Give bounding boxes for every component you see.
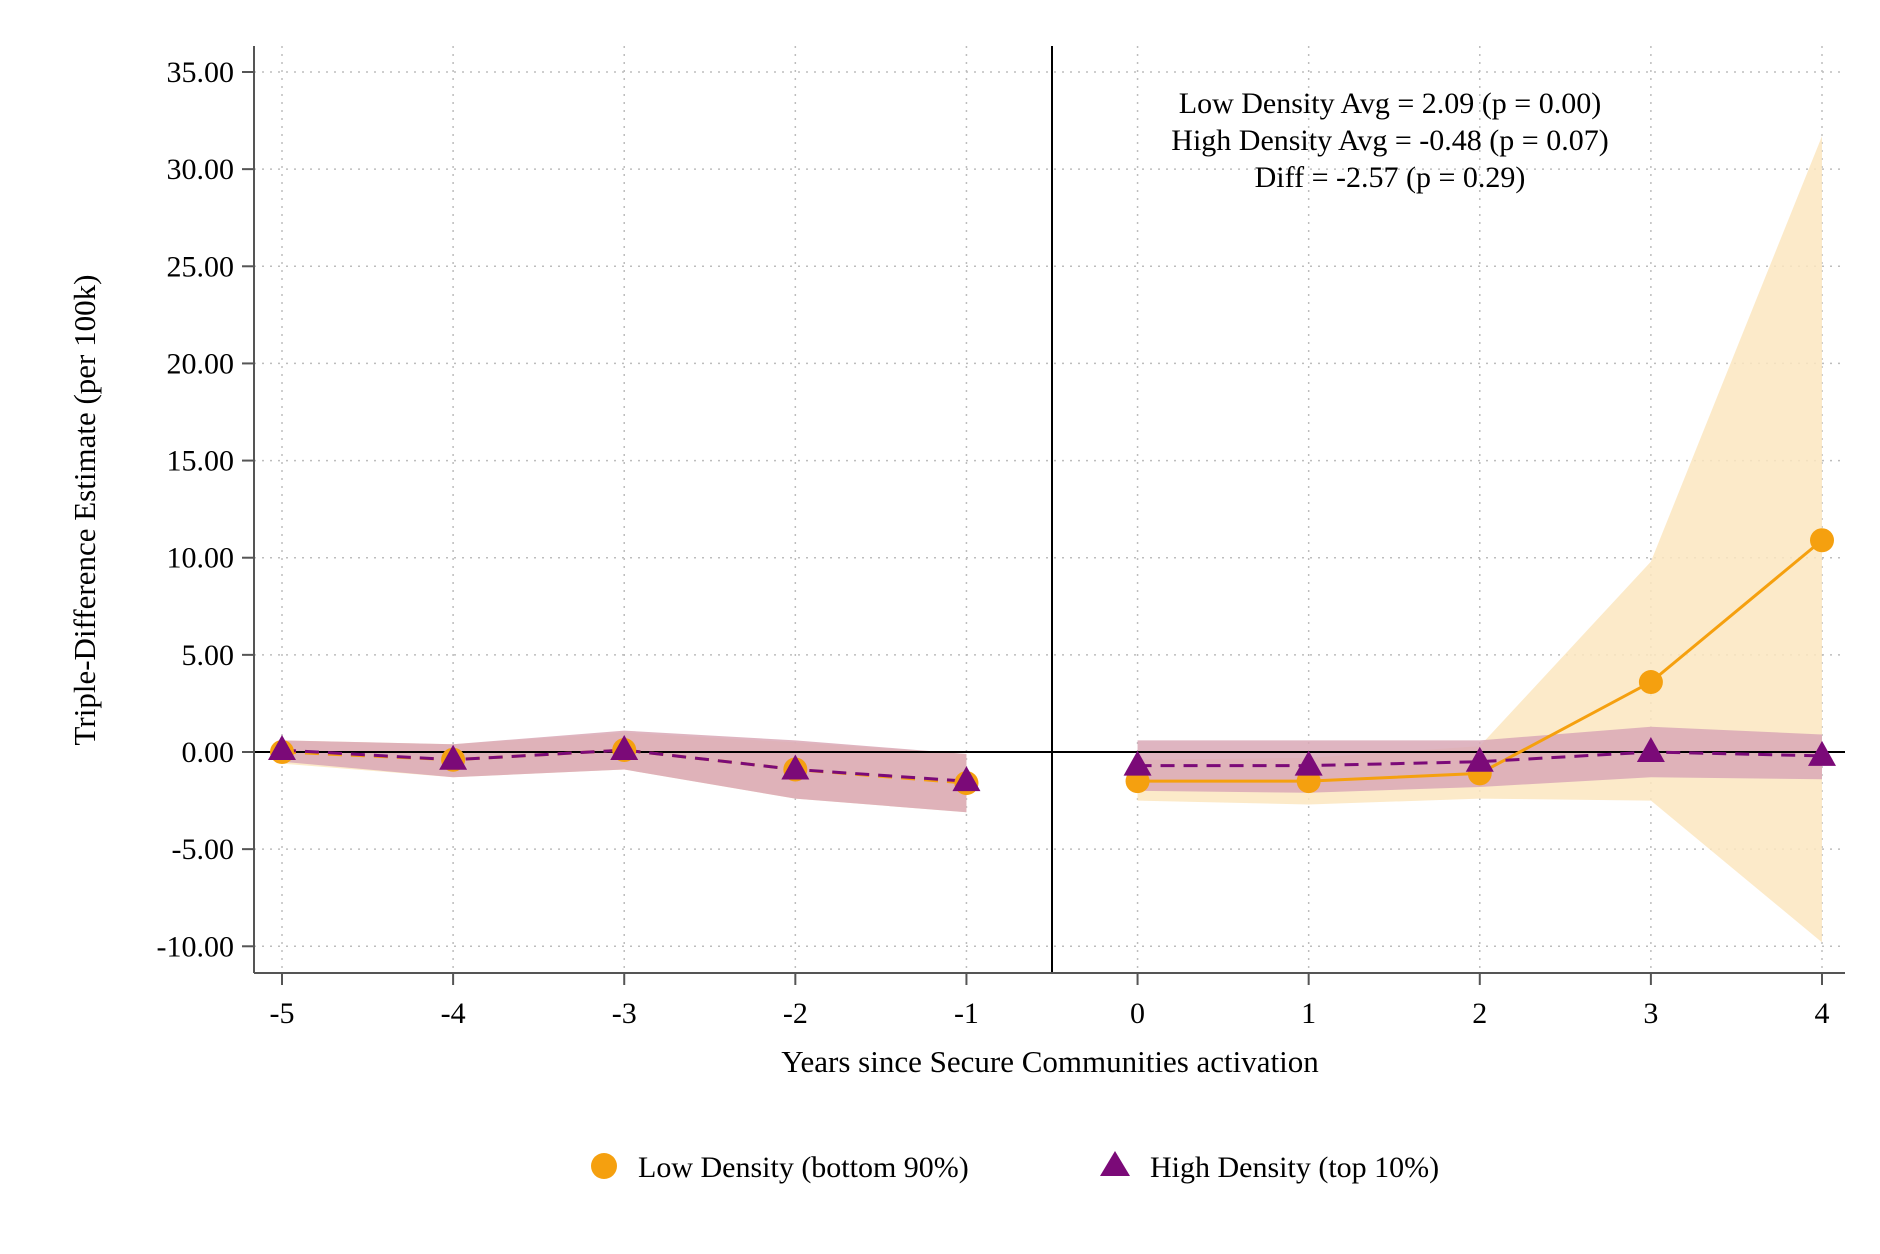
high-density-point xyxy=(1123,750,1152,776)
y-tick-label: -5.00 xyxy=(172,833,235,866)
y-tick-label: 35.00 xyxy=(167,56,235,89)
x-tick-label: 1 xyxy=(1301,997,1316,1030)
y-tick-label: -10.00 xyxy=(157,930,235,963)
y-tick-label: 20.00 xyxy=(167,347,235,380)
y-tick-label: 30.00 xyxy=(167,153,235,186)
y-tick-label: 5.00 xyxy=(182,639,235,672)
low-density-point xyxy=(1638,670,1663,695)
x-tick-label: -5 xyxy=(270,997,295,1030)
reference-lines xyxy=(254,46,1845,973)
legend: Low Density (bottom 90%) High Density (t… xyxy=(591,1151,1439,1184)
series-markers xyxy=(268,528,1836,796)
tick-labels: -10.00 -5.00 0.00 5.00 10.00 15.00 20.00 25.00 3… xyxy=(157,56,1830,1030)
x-tick-label: -1 xyxy=(954,997,979,1030)
y-tick-label: 25.00 xyxy=(167,250,235,283)
axes xyxy=(253,46,1845,974)
x-axis-title: Years since Secure Communities activatio… xyxy=(781,1044,1319,1079)
high-density-point xyxy=(952,766,981,792)
grid-lines xyxy=(254,46,1845,973)
x-tick-label: 0 xyxy=(1130,997,1145,1030)
legend-low-density-label: Low Density (bottom 90%) xyxy=(638,1151,969,1184)
x-tick-label: 2 xyxy=(1472,997,1487,1030)
annotation-low-density: Low Density Avg = 2.09 (p = 0.00) xyxy=(1179,87,1601,120)
legend-low-density-marker xyxy=(591,1153,617,1179)
annotation-diff: Diff = -2.57 (p = 0.29) xyxy=(1255,161,1526,194)
legend-high-density-marker xyxy=(1100,1151,1130,1176)
low-density-point xyxy=(1810,528,1834,553)
high-density-point xyxy=(1465,746,1494,772)
annotation-box: Low Density Avg = 2.09 (p = 0.00) High D… xyxy=(1171,87,1608,194)
high-density-point xyxy=(268,735,296,761)
x-tick-label: -4 xyxy=(441,997,466,1030)
high-density-point xyxy=(439,744,468,770)
x-tick-label: -2 xyxy=(783,997,808,1030)
x-tick-label: -3 xyxy=(612,997,637,1030)
x-tick-label: 3 xyxy=(1643,997,1658,1030)
annotation-high-density: High Density Avg = -0.48 (p = 0.07) xyxy=(1171,124,1608,157)
legend-high-density-label: High Density (top 10%) xyxy=(1150,1151,1439,1184)
high-density-point xyxy=(781,754,810,780)
high-density-point xyxy=(1636,737,1665,762)
y-tick-label: 15.00 xyxy=(167,445,235,478)
y-tick-label: 0.00 xyxy=(182,736,235,769)
high-density-point xyxy=(1294,750,1323,776)
low-density-ci-band-post xyxy=(1137,136,1822,943)
high-density-point xyxy=(1808,740,1836,766)
y-tick-label: 10.00 xyxy=(167,542,235,575)
high-density-point xyxy=(610,735,639,761)
y-axis-title: Triple-Difference Estimate (per 100k) xyxy=(67,275,102,746)
x-tick-label: 4 xyxy=(1815,997,1830,1030)
